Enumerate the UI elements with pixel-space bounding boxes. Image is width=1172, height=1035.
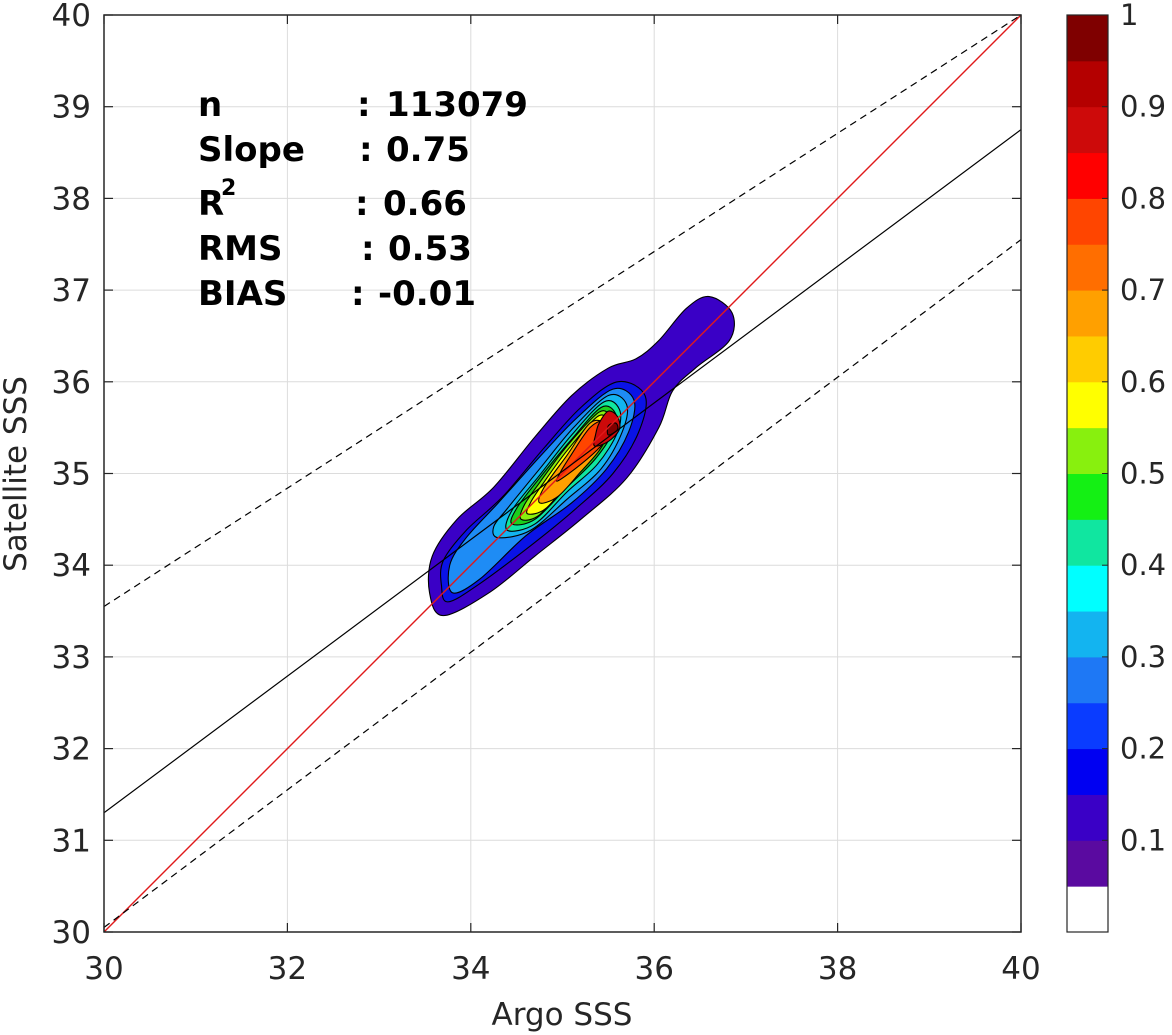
colorbar-band-10: [1067, 427, 1108, 474]
x-tick-label-38: 38: [818, 951, 857, 987]
stat-bias-sep: :: [351, 274, 365, 314]
colorbar-band-14: [1067, 244, 1108, 291]
colorbar-band-6: [1067, 611, 1108, 658]
colorbar-tick-label-3: 0.4: [1120, 548, 1166, 582]
stat-r2-superscript: 2: [221, 176, 236, 201]
y-tick-label-30: 30: [52, 915, 91, 951]
x-tick-labels: 30 32 34 36 38 40: [84, 951, 1040, 987]
colorbar-band-19: [1067, 15, 1108, 62]
colorbar-band-3: [1067, 748, 1108, 795]
y-tick-label-35: 35: [52, 457, 91, 493]
x-tick-label-34: 34: [451, 951, 490, 987]
stat-bias-value: -0.01: [378, 274, 476, 314]
stat-slope-value: 0.75: [386, 130, 470, 170]
colorbar-tick-label-7: 0.8: [1120, 181, 1166, 215]
stats-box: n : 113079 Slope : 0.75 R 2 : 0.66 RMS :…: [198, 85, 528, 314]
y-tick-label-36: 36: [52, 365, 91, 401]
colorbar-tick-label-0: 0.1: [1120, 823, 1166, 857]
stat-r2-value: 0.66: [383, 184, 467, 224]
stat-rms-value: 0.53: [388, 229, 472, 269]
colorbar-tick-label-4: 0.5: [1120, 457, 1166, 491]
y-tick-label-39: 39: [52, 90, 91, 126]
colorbar-bands: [1067, 15, 1108, 933]
colorbar-tick-label-9: 1: [1120, 0, 1138, 32]
y-tick-label-38: 38: [52, 181, 91, 217]
axis-ticks: [103, 14, 1022, 933]
y-tick-label-34: 34: [52, 548, 91, 584]
x-tick-label-40: 40: [1001, 951, 1040, 987]
colorbar-band-18: [1067, 60, 1108, 108]
y-tick-label-40: 40: [52, 0, 91, 34]
colorbar-band-4: [1067, 702, 1108, 750]
upper-bound-line: [104, 15, 1021, 607]
colorbar-band-1: [1067, 840, 1108, 887]
colorbar-band-0: [1067, 886, 1108, 933]
colorbar-tick-labels: 0.1 0.2 0.3 0.4 0.5 0.6 0.7 0.8 0.9 1: [1120, 0, 1166, 857]
stat-bias-label: BIAS: [198, 274, 287, 314]
stat-n-sep: :: [357, 85, 371, 125]
colorbar-band-5: [1067, 656, 1108, 704]
colorbar-tick-label-5: 0.6: [1120, 365, 1166, 399]
stat-slope-sep: :: [359, 130, 373, 170]
colorbar-band-12: [1067, 335, 1108, 383]
y-tick-label-37: 37: [52, 273, 91, 309]
x-tick-label-30: 30: [84, 951, 123, 987]
y-tick-label-32: 32: [52, 732, 91, 768]
stat-rms-sep: :: [361, 229, 375, 269]
x-axis-label: Argo SSS: [492, 997, 633, 1033]
grid-lines: [104, 15, 1021, 932]
colorbar-tick-label-2: 0.3: [1120, 640, 1166, 674]
identity-line: [104, 15, 1021, 932]
stat-rms-label: RMS: [198, 229, 283, 269]
colorbar-band-16: [1067, 152, 1108, 199]
colorbar-band-9: [1067, 473, 1108, 520]
colorbar-band-8: [1067, 519, 1108, 566]
fit-line: [104, 129, 1021, 814]
y-tick-label-31: 31: [52, 823, 91, 859]
colorbar-tick-label-1: 0.2: [1120, 732, 1166, 766]
x-tick-label-36: 36: [634, 951, 673, 987]
stat-r2-label: R: [198, 184, 224, 224]
colorbar-band-2: [1067, 794, 1108, 841]
reference-lines: [104, 15, 1021, 932]
y-tick-label-33: 33: [52, 640, 91, 676]
colorbar-band-11: [1067, 381, 1108, 429]
colorbar-tick-label-8: 0.9: [1120, 90, 1166, 124]
stat-n-value: 113079: [386, 85, 528, 125]
stat-r2-sep: :: [355, 184, 369, 224]
colorbar-tick-label-6: 0.7: [1120, 273, 1166, 307]
colorbar-band-17: [1067, 106, 1108, 154]
colorbar-band-15: [1067, 198, 1108, 245]
colorbar-band-7: [1067, 565, 1108, 612]
y-tick-labels: 30 31 32 33 34 35 36 37 38 39 40: [52, 0, 91, 951]
x-tick-label-32: 32: [268, 951, 307, 987]
stat-n-label: n: [198, 85, 222, 125]
colorbar-band-13: [1067, 290, 1108, 337]
colorbar: 0.1 0.2 0.3 0.4 0.5 0.6 0.7 0.8 0.9 1: [1066, 0, 1166, 933]
y-axis-label: Satellite SSS: [0, 376, 34, 572]
colorbar-ticks: [1102, 14, 1108, 841]
stat-slope-label: Slope: [198, 130, 305, 170]
